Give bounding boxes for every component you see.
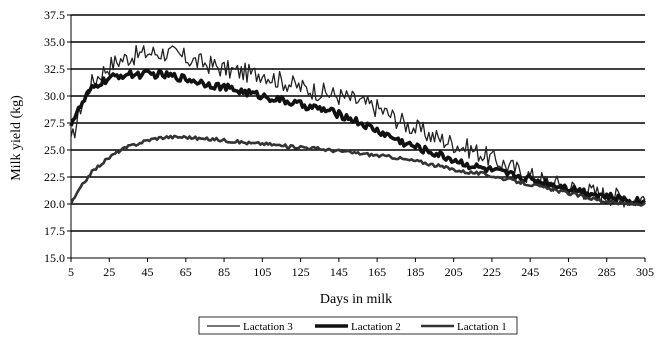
y-axis-title: Milk yield (kg) bbox=[9, 95, 24, 181]
x-tick-label: 165 bbox=[368, 265, 386, 279]
series-line-3 bbox=[69, 134, 646, 207]
x-tick-label: 265 bbox=[559, 265, 577, 279]
legend: Lactation 3 Lactation 2 Lactation 1 bbox=[198, 316, 518, 335]
x-tick-label: 25 bbox=[103, 265, 115, 279]
y-tick-label: 35.0 bbox=[44, 35, 65, 49]
x-tick-label: 45 bbox=[142, 265, 154, 279]
y-tick-label: 25.0 bbox=[44, 143, 65, 157]
x-tick-label: 145 bbox=[330, 265, 348, 279]
x-tick-label: 285 bbox=[598, 265, 616, 279]
y-tick-label: 37.5 bbox=[44, 8, 65, 22]
legend-box bbox=[198, 316, 518, 335]
y-tick-label: 22.5 bbox=[44, 170, 65, 184]
x-tick-label: 305 bbox=[636, 265, 654, 279]
x-tick-label: 225 bbox=[483, 265, 501, 279]
series-line-2 bbox=[69, 69, 647, 206]
legend-label-1: Lactation 3 bbox=[243, 321, 293, 333]
legend-label-3: Lactation 1 bbox=[457, 321, 507, 333]
series-lines bbox=[69, 45, 647, 208]
x-tick-label: 245 bbox=[521, 265, 539, 279]
x-tick-label: 85 bbox=[218, 265, 230, 279]
x-tick-label: 65 bbox=[180, 265, 192, 279]
x-axis-title: Days in milk bbox=[320, 292, 392, 307]
y-tick-label: 17.5 bbox=[44, 224, 65, 238]
x-tick-label: 105 bbox=[253, 265, 271, 279]
tick-labels: 15.0 17.5 20.0 22.5 25.0 27.5 30.0 32.5 35.0 37.5… bbox=[44, 8, 654, 279]
y-tick-label: 30.0 bbox=[44, 89, 65, 103]
y-tick-label: 15.0 bbox=[44, 251, 65, 265]
y-tick-label: 20.0 bbox=[44, 197, 65, 211]
legend-label-2: Lactation 2 bbox=[351, 321, 401, 333]
x-tick-label: 205 bbox=[445, 265, 463, 279]
x-tick-label: 5 bbox=[68, 265, 74, 279]
x-tick-label: 185 bbox=[406, 265, 424, 279]
y-tick-label: 27.5 bbox=[44, 116, 65, 130]
y-tick-label: 32.5 bbox=[44, 62, 65, 76]
x-tick-label: 125 bbox=[292, 265, 310, 279]
